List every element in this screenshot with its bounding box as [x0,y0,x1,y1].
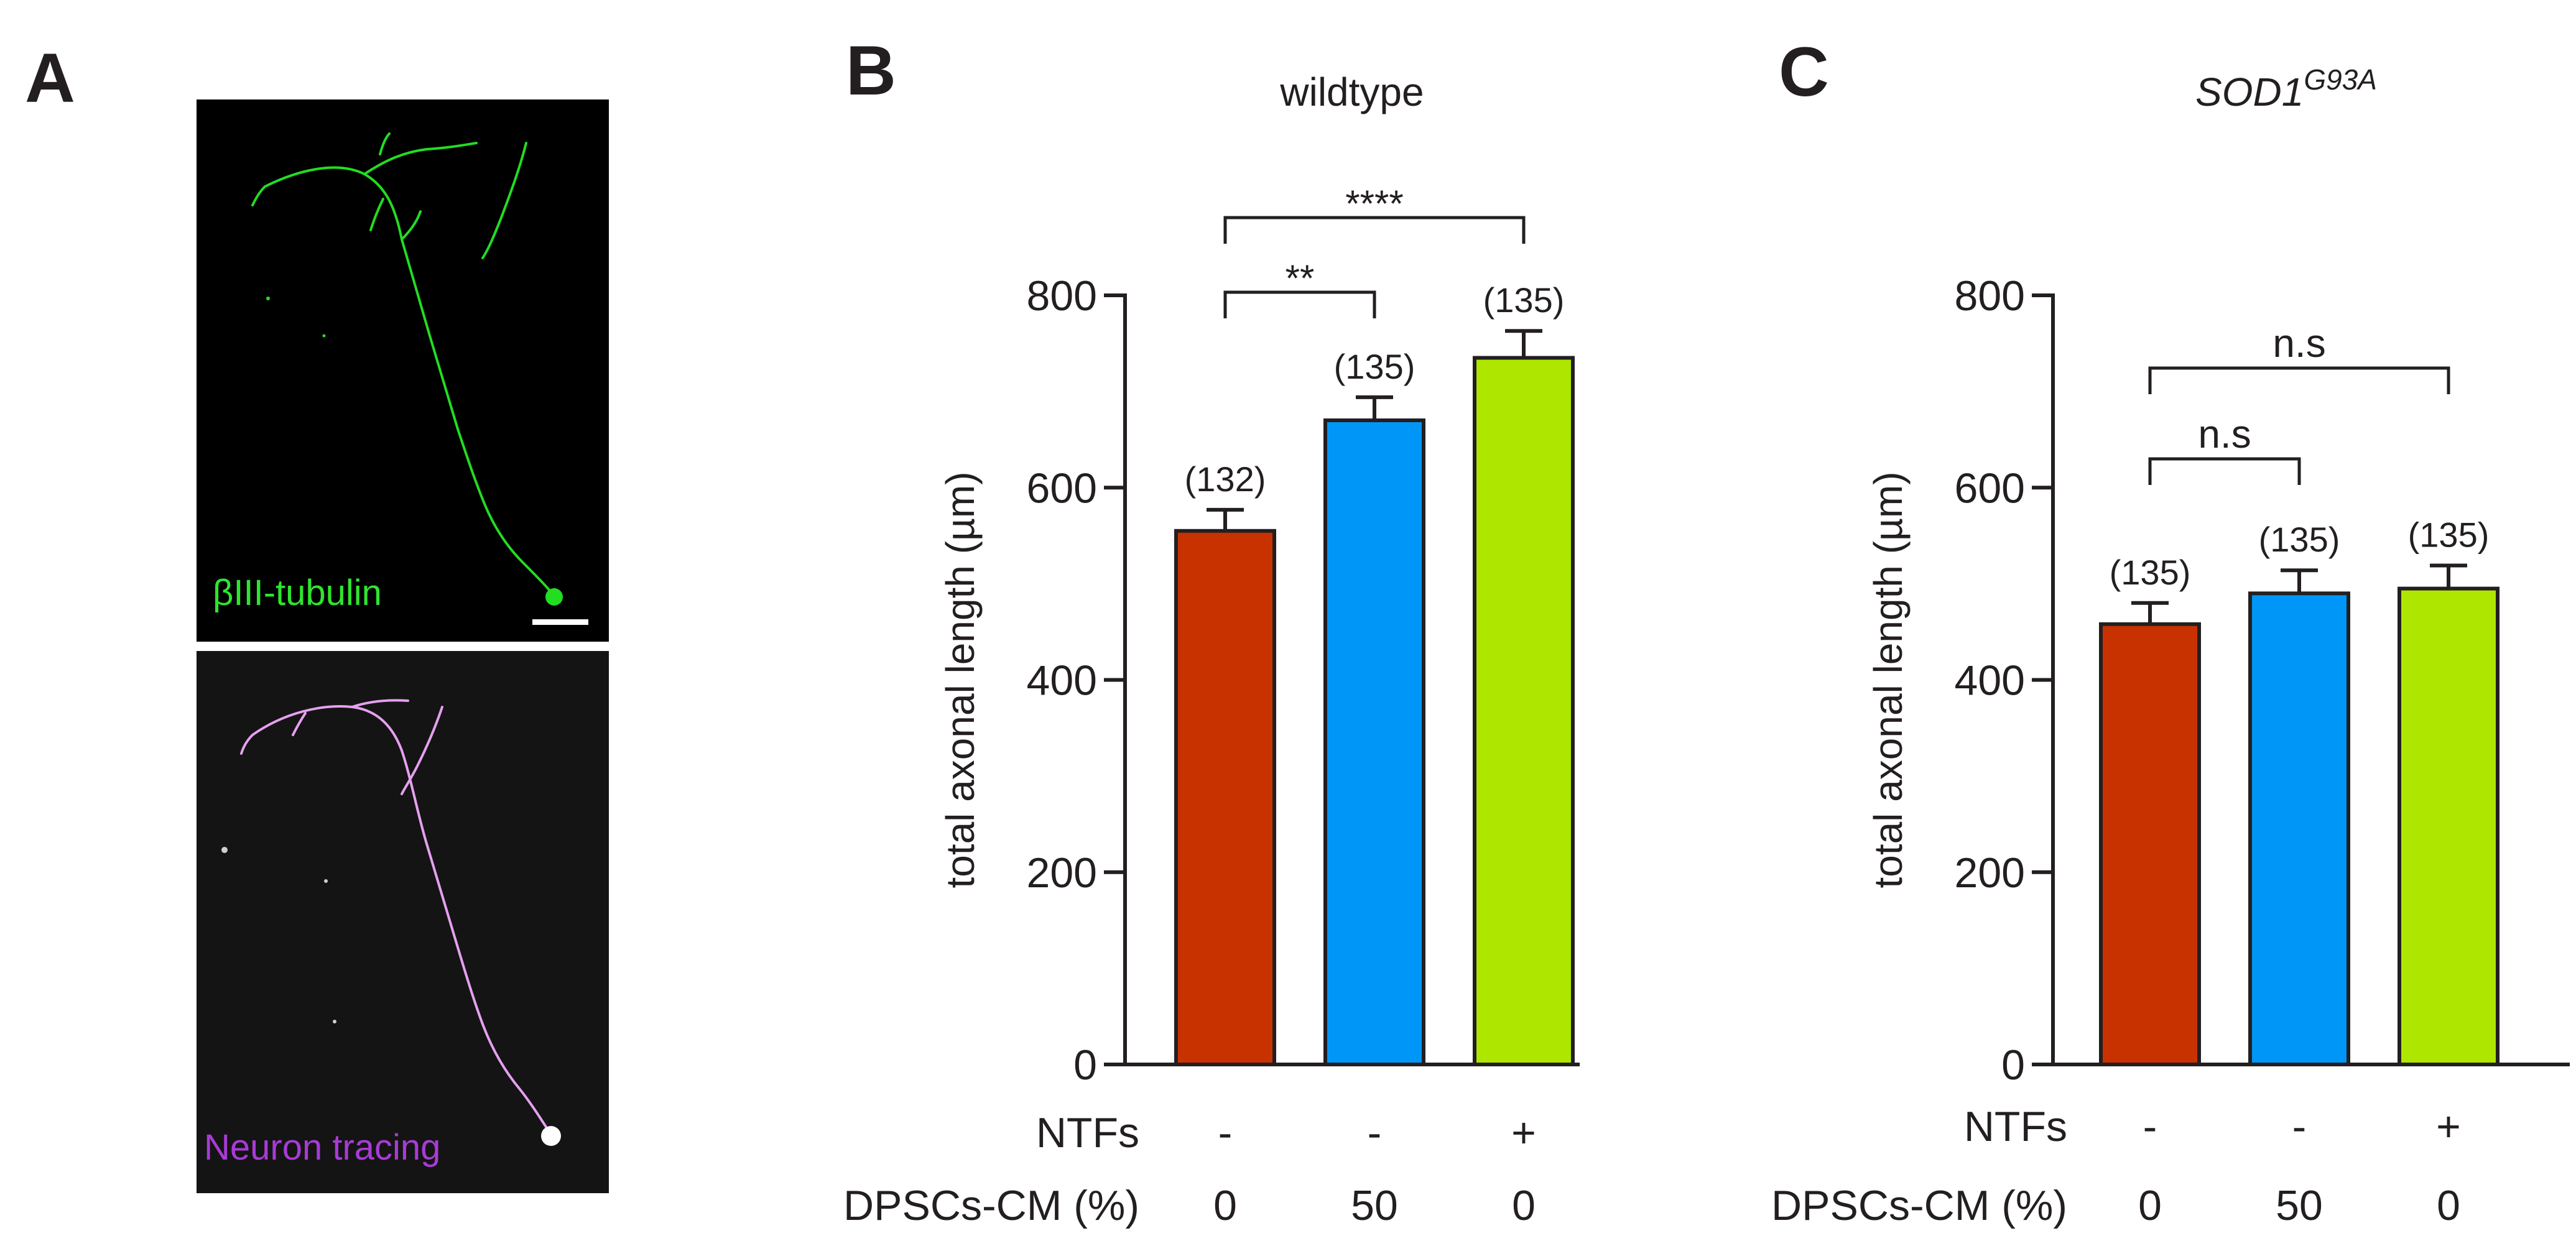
significance-bracket [1223,216,1526,244]
micrograph-tracing: Neuron tracing [197,651,609,1193]
n-label: (135) [2259,520,2340,559]
significance-label: n.s [2198,412,2251,456]
panel-letter-b: B [846,32,896,109]
y-tick-label: 800 [1027,272,1097,320]
dpscs-cm-row-label: DPSCs-CM (%) [843,1182,1139,1229]
dpscs-cm-value: 0 [1512,1182,1536,1229]
neuron-tubulin-image [251,132,563,606]
significance-label: n.s [2273,321,2325,366]
significance-bracket [1223,290,1376,318]
dpscs-cm-value: 0 [2138,1182,2162,1229]
dpscs-cm-value: 50 [2276,1182,2323,1229]
scale-bar [532,619,588,625]
bar [2099,622,2201,1066]
chart-wildtype: wildtype total axonal length (µm) 0 200 400 6… [843,70,1580,1229]
micrograph-tubulin: βIII-tubulin [197,99,609,642]
y-tick-label: 400 [1027,657,1097,704]
panel-letter-a: A [25,39,75,117]
y-tick-label: 800 [1955,272,2025,320]
n-label: (135) [2110,553,2191,592]
bar [2398,586,2500,1066]
y-tick-label: 0 [2001,1041,2025,1089]
dpscs-cm-value: 50 [1351,1182,1398,1229]
y-axis-label: total axonal length (µm) [938,471,983,888]
y-tick-label: 400 [1955,657,2025,704]
ntfs-value: - [2143,1103,2157,1150]
dpscs-cm-value: 0 [1213,1182,1237,1229]
ntfs-value: + [1511,1109,1536,1156]
tracing-label: Neuron tracing [204,1127,441,1168]
dpscs-cm-value: 0 [2437,1182,2460,1229]
dpscs-cm-row-label: DPSCs-CM (%) [1771,1182,2067,1229]
y-axis-label: total axonal length (µm) [1866,471,1911,888]
ntfs-value: - [2292,1103,2307,1150]
bar [1174,529,1276,1066]
ntfs-value: - [1218,1109,1233,1156]
bar [1473,356,1575,1066]
panel-letter-c: C [1779,33,1829,111]
ntfs-value: - [1368,1109,1382,1156]
n-label: (135) [1483,280,1565,320]
y-tick-label: 200 [1027,849,1097,897]
chart-title: wildtype [1279,70,1424,114]
chart-sod1: SOD1G93A total axonal length (µm) 0 200 400 6… [1771,63,2570,1229]
significance-label: ** [1286,257,1315,299]
y-tick-label: 200 [1955,849,2025,897]
tubulin-label: βIII-tubulin [213,573,382,613]
chart-title: SOD1G93A [2195,63,2377,114]
significance-bracket [2148,457,2301,485]
y-tick-label: 0 [1073,1041,1097,1089]
ntfs-row-label: NTFs [1036,1109,1139,1156]
neuron-tracing-image [221,699,561,1146]
bar [2248,591,2350,1066]
ntfs-row-label: NTFs [1964,1103,2067,1150]
significance-bracket [2148,366,2450,394]
n-label: (135) [1334,347,1415,386]
significance-label: **** [1345,183,1403,224]
n-label: (132) [1185,459,1266,499]
y-tick-label: 600 [1955,464,2025,512]
ntfs-value: + [2436,1103,2461,1150]
n-label: (135) [2408,515,2490,554]
bar [1323,418,1425,1067]
y-tick-label: 600 [1027,464,1097,512]
